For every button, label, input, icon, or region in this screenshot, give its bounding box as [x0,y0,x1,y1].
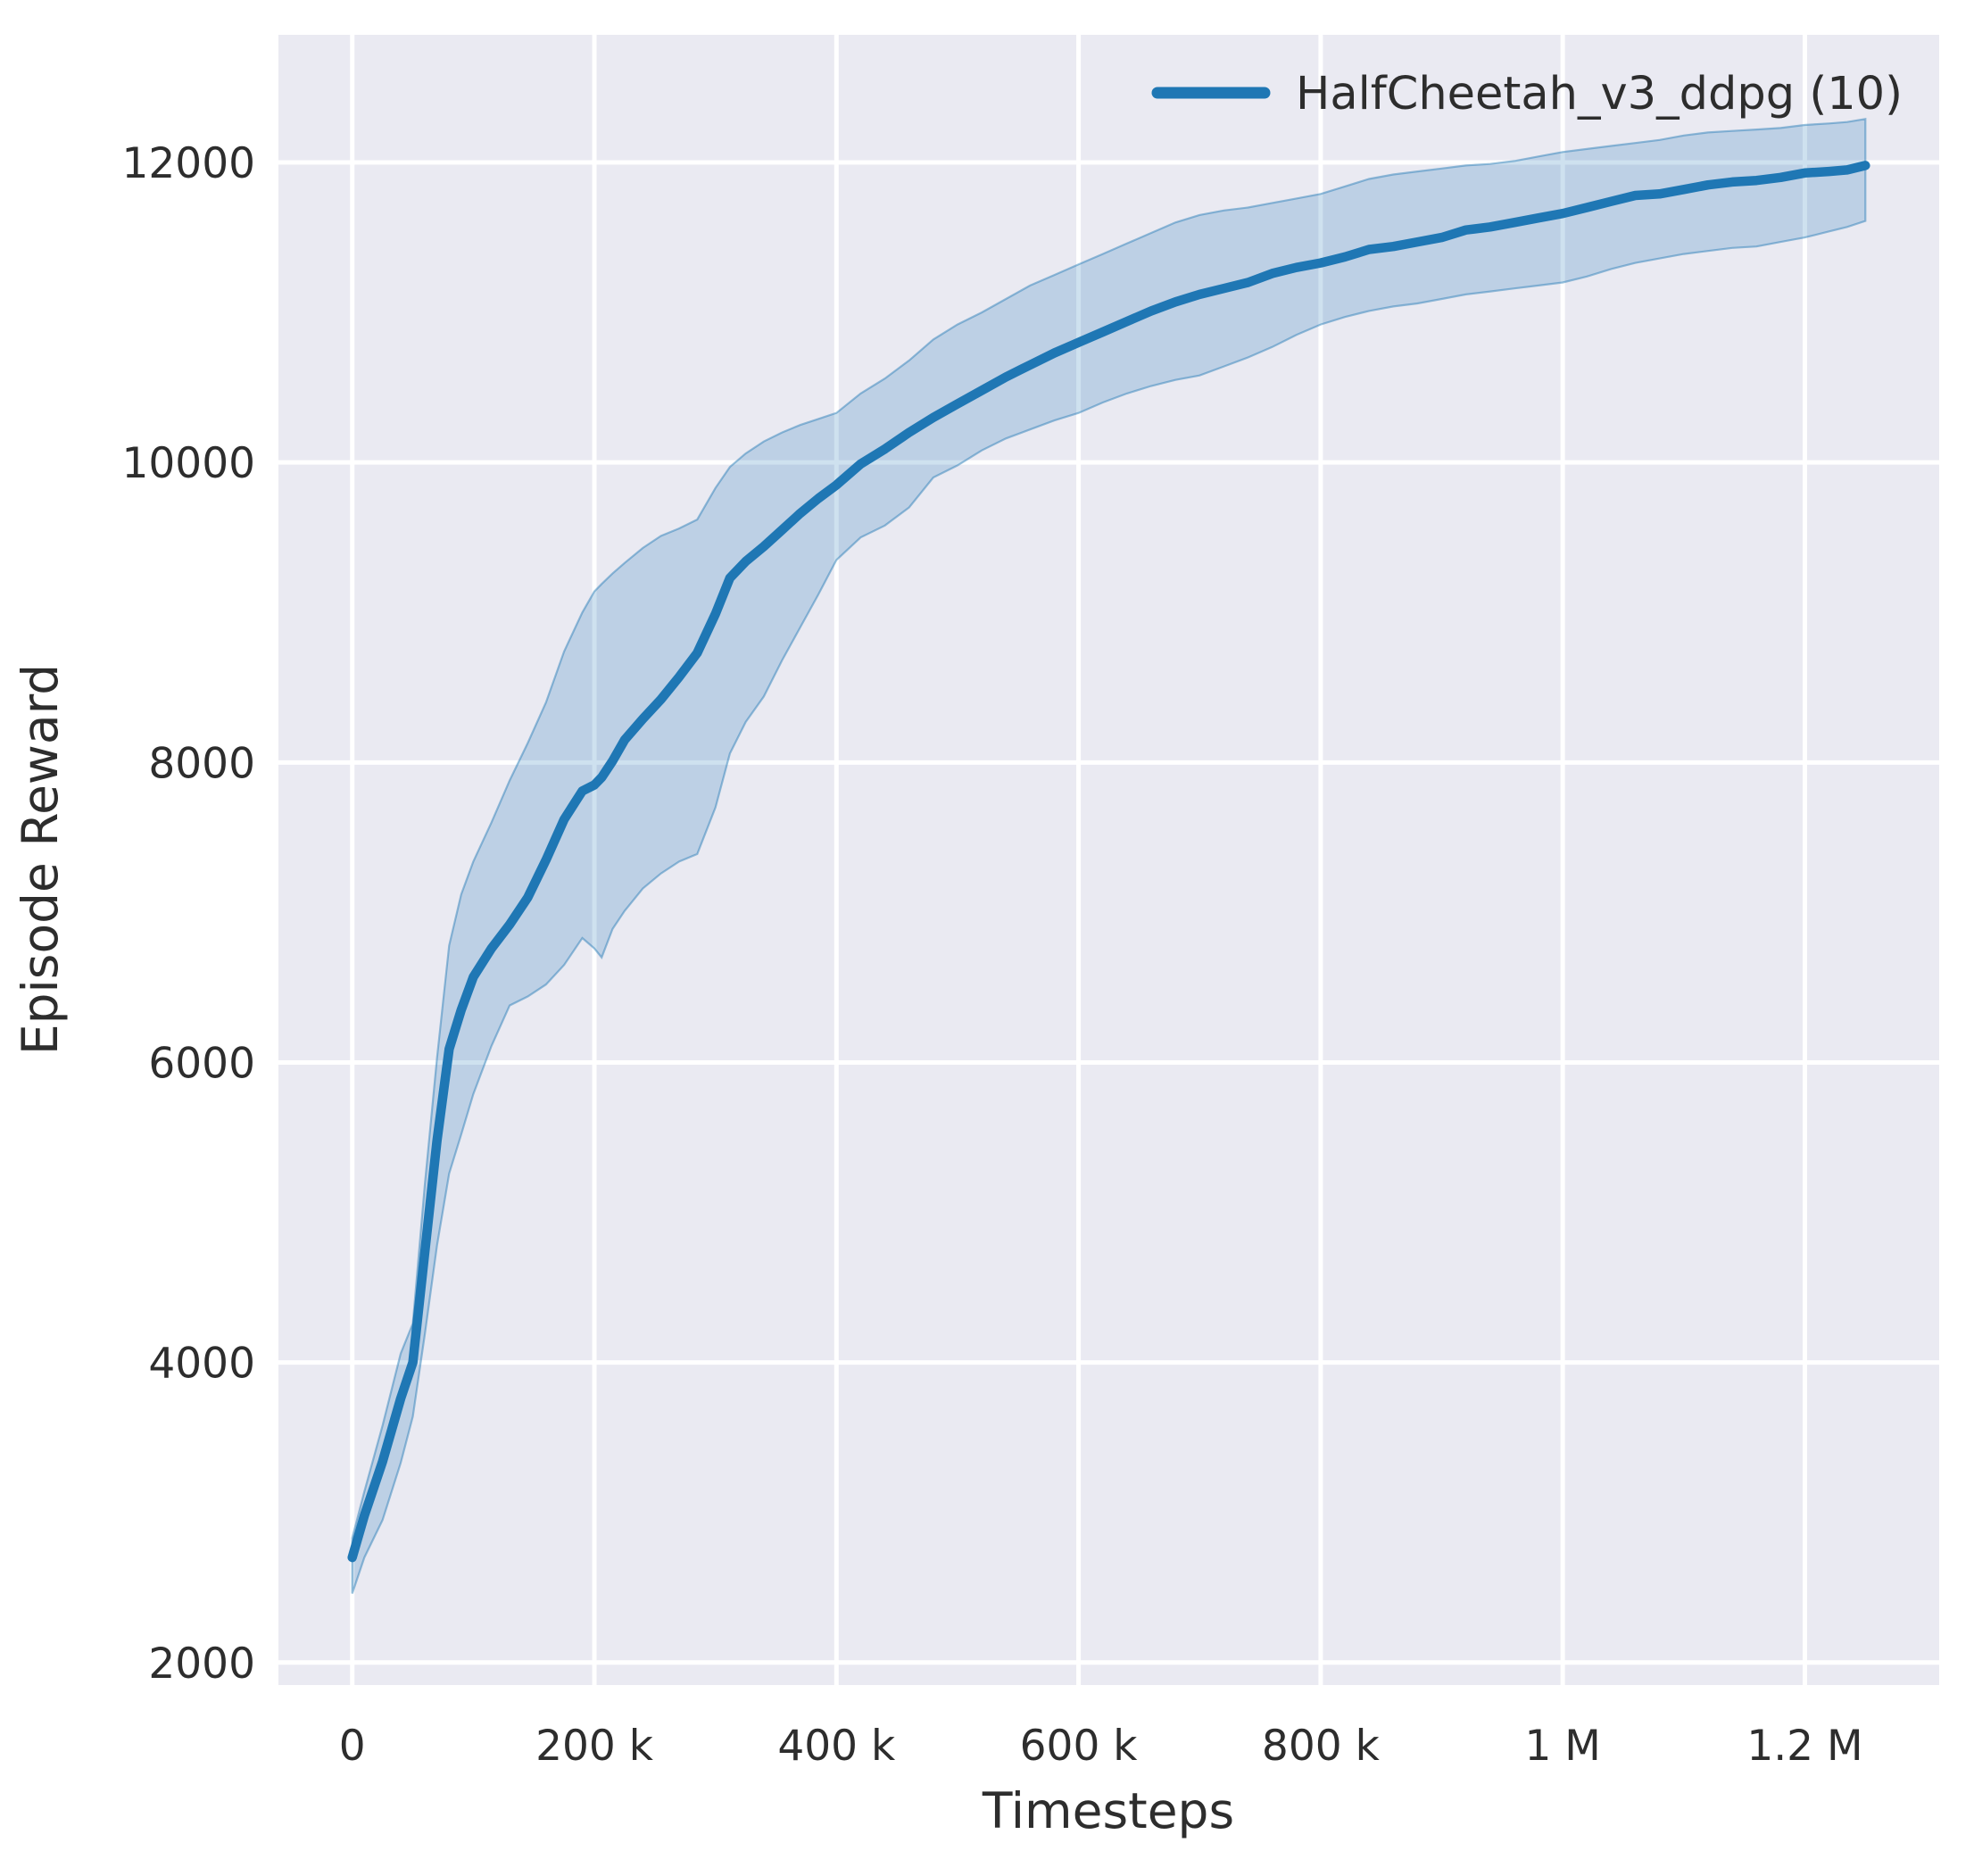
x-axis-label: Timesteps [982,1782,1234,1839]
plot-background [278,35,1939,1685]
x-tick-label: 400 k [777,1722,896,1771]
y-tick-label: 6000 [148,1039,255,1088]
confidence-band [351,118,1867,1594]
gridlines [278,35,1939,1685]
x-tick-label: 0 [339,1722,366,1771]
legend-label: HalfCheetah_v3_ddpg (10) [1296,68,1903,120]
x-tick-label: 1 M [1524,1722,1600,1771]
y-tick-label: 8000 [148,739,255,788]
series-line [347,161,1870,1563]
x-tick-label: 800 k [1262,1722,1381,1771]
series-line-group [347,161,1870,1563]
y-tick-label: 2000 [148,1639,255,1689]
confidence-band-group [351,118,1867,1594]
y-tick-label: 12000 [121,139,255,188]
y-tick-label: 10000 [121,439,255,488]
legend: HalfCheetah_v3_ddpg (10) [1151,68,1903,120]
y-tick-labels: 2000 4000 6000 8000 10000 12000 [121,139,255,1689]
y-axis-label: Episode Reward [12,664,69,1055]
x-tick-label: 600 k [1020,1722,1139,1771]
x-tick-label: 200 k [535,1722,654,1771]
x-tick-label: 1.2 M [1746,1722,1862,1771]
y-tick-label: 4000 [148,1340,255,1389]
x-tick-labels: 0 200 k 400 k 600 k 800 k 1 M 1.2 M [339,1722,1863,1771]
